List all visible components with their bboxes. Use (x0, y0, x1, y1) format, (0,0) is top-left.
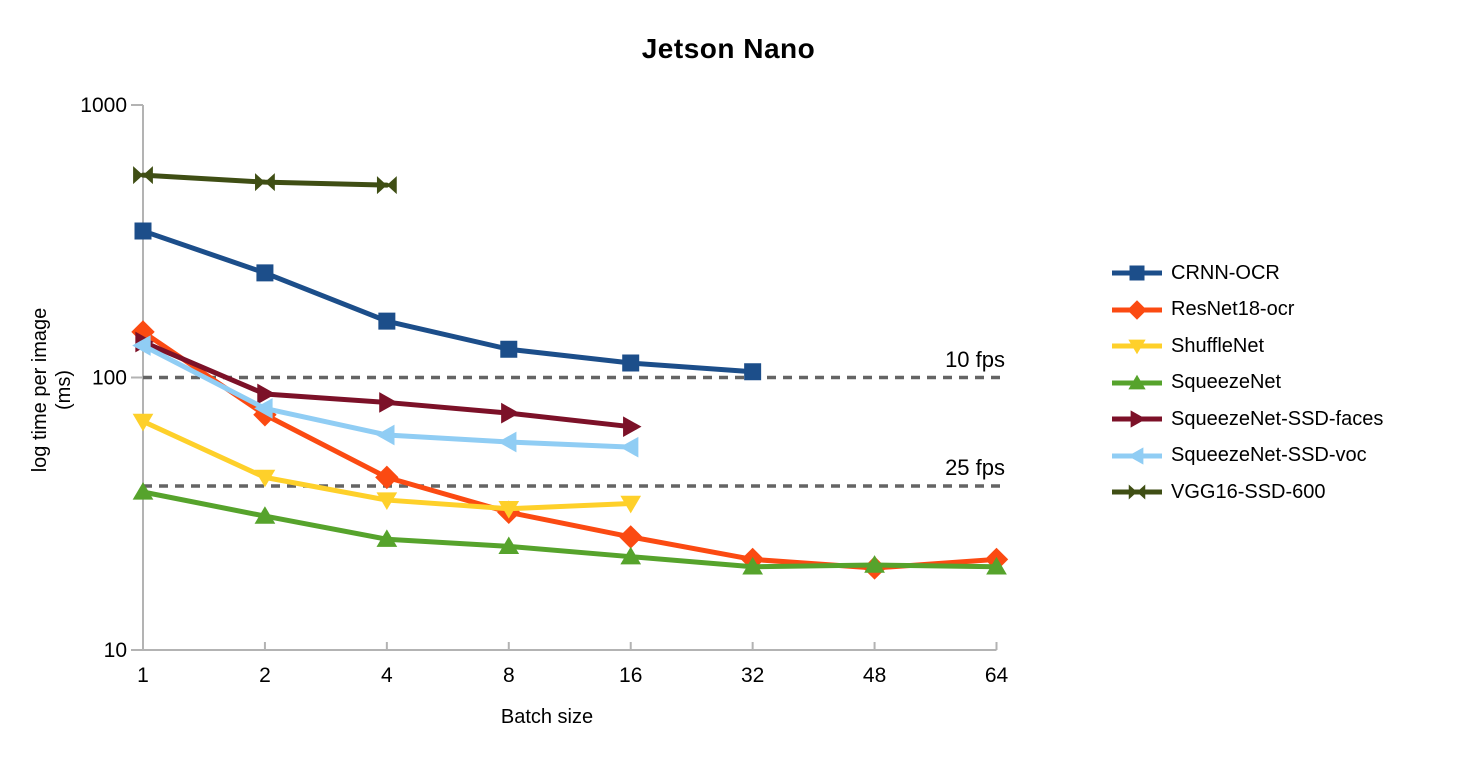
legend-marker-squeezenet-ssd-faces-icon (1112, 410, 1162, 428)
x-tick-label: 48 (863, 664, 886, 687)
series-marker-squeezenet-ssd-voc (497, 431, 517, 453)
series-marker-squeezenet-ssd-faces (501, 402, 520, 424)
legend-label: ShuffleNet (1171, 334, 1265, 357)
chart-title: Jetson Nano (641, 33, 816, 64)
series-marker-shufflenet (620, 495, 642, 514)
series-marker-squeezenet-ssd-faces (623, 416, 642, 438)
legend-label: SqueezeNet-SSD-faces (1171, 407, 1384, 430)
series-marker-squeezenet-ssd-voc (132, 335, 151, 356)
series-marker-squeezenet-ssd-faces (257, 383, 276, 405)
legend-marker-resnet18-ocr-icon (1112, 300, 1162, 320)
series-marker-resnet18-ocr (619, 525, 643, 549)
x-tick-label: 64 (985, 664, 1009, 687)
legend-label: SqueezeNet (1171, 371, 1282, 394)
series-marker-crnn-ocr (378, 312, 396, 330)
legend-item-crnn-ocr: CRNN-OCR (1110, 255, 1383, 292)
legend: CRNN-OCR ResNet18-ocr ShuffleNet SqueezeNet… (1110, 255, 1383, 511)
ref-label-25fps: 25 fps (945, 455, 1005, 480)
x-tick-label: 1 (137, 664, 149, 687)
series-marker-squeezenet (376, 529, 398, 547)
series-marker-shufflenet (498, 501, 520, 519)
series-marker-squeezenet (498, 536, 520, 555)
legend-marker-shufflenet-icon (1112, 339, 1162, 355)
ref-label-10fps: 10 fps (945, 347, 1005, 372)
series-marker-squeezenet-ssd-voc (619, 436, 639, 458)
y-tick-label: 10 (104, 639, 127, 662)
x-tick-label: 16 (619, 664, 642, 687)
series-marker-squeezenet (742, 556, 763, 575)
y-tick-label: 100 (92, 367, 127, 390)
x-axis-title: Batch size (500, 706, 594, 728)
series-marker-crnn-ocr (134, 222, 152, 240)
legend-item-shufflenet: ShuffleNet (1110, 328, 1383, 365)
series-marker-shufflenet (376, 492, 398, 510)
legend-marker-vgg16-ssd-600-icon (1112, 484, 1162, 500)
legend-label: VGG16-SSD-600 (1171, 480, 1326, 503)
legend-label: SqueezeNet-SSD-voc (1171, 444, 1367, 467)
series-marker-crnn-ocr (256, 264, 274, 282)
series-marker-vgg16-ssd-600 (133, 166, 153, 185)
series-marker-shufflenet (132, 413, 154, 432)
series-marker-squeezenet (986, 556, 1007, 575)
x-tick-label: 2 (259, 664, 271, 687)
series-line-squeezenet (140, 489, 999, 570)
legend-item-squeezenet-ssd-voc: SqueezeNet-SSD-voc (1110, 438, 1383, 475)
series-marker-squeezenet-ssd-faces (379, 392, 398, 413)
legend-label: CRNN-OCR (1171, 261, 1280, 284)
series-marker-vgg16-ssd-600 (255, 173, 275, 192)
legend-item-squeezenet: SqueezeNet (1110, 365, 1383, 402)
series-marker-squeezenet (864, 555, 885, 573)
legend-item-squeezenet-ssd-faces: SqueezeNet-SSD-faces (1110, 401, 1383, 438)
series-marker-squeezenet (620, 546, 642, 565)
x-tick-label: 4 (381, 664, 393, 687)
y-tick-label: 1000 (80, 94, 127, 117)
legend-label: ResNet18-ocr (1171, 298, 1295, 321)
series-marker-squeezenet-ssd-voc (254, 398, 273, 419)
series-marker-squeezenet-ssd-voc (376, 424, 395, 446)
series-marker-crnn-ocr (500, 340, 518, 358)
x-tick-label: 32 (741, 664, 764, 687)
legend-marker-crnn-ocr-icon (1112, 265, 1162, 281)
x-tick-label: 8 (503, 664, 515, 687)
series-marker-crnn-ocr (622, 354, 640, 372)
series-marker-vgg16-ssd-600 (376, 176, 397, 195)
legend-marker-squeezenet-icon (1112, 374, 1162, 390)
series-line-vgg16-ssd-600 (140, 172, 390, 188)
series-marker-squeezenet (254, 506, 276, 524)
legend-item-vgg16-ssd-600: VGG16-SSD-600 (1110, 474, 1383, 511)
series-line-resnet18-ocr (140, 329, 999, 571)
legend-marker-squeezenet-ssd-voc-icon (1112, 447, 1162, 465)
series-marker-resnet18-ocr (375, 465, 399, 490)
series-marker-shufflenet (254, 469, 276, 488)
series-line-crnn-ocr (140, 228, 756, 375)
series-marker-crnn-ocr (744, 363, 762, 381)
legend-item-resnet18-ocr: ResNet18-ocr (1110, 292, 1383, 329)
series-marker-squeezenet (132, 482, 154, 500)
